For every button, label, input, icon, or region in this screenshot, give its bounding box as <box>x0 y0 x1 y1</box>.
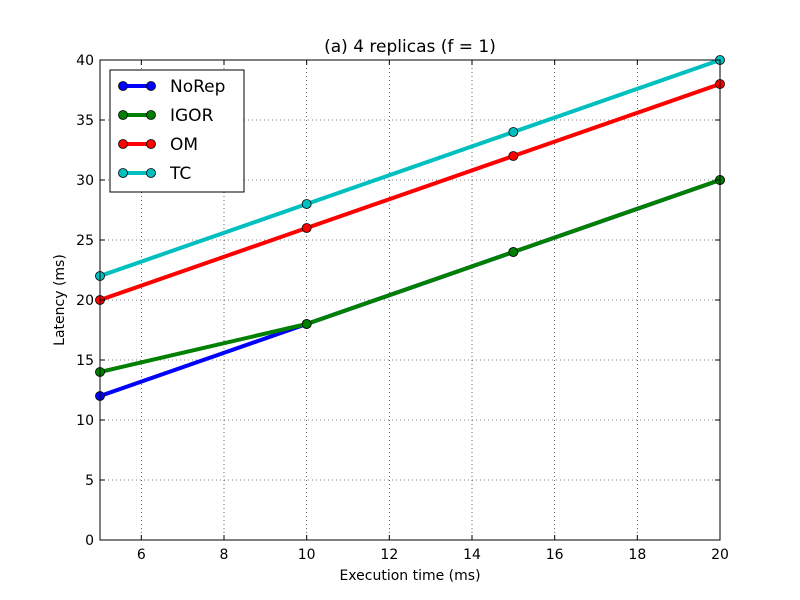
y-tick-label: 40 <box>76 53 94 69</box>
y-tick-label: 10 <box>76 413 94 429</box>
y-tick-label: 35 <box>76 113 94 129</box>
legend-label: NoRep <box>170 77 225 97</box>
x-axis-label: Execution time (ms) <box>339 568 480 584</box>
series-layer <box>95 55 725 401</box>
x-tick-label: 16 <box>546 547 564 563</box>
legend-entry-igor: IGOR <box>118 106 214 126</box>
legend-marker <box>118 81 128 91</box>
series-line <box>99 178 721 374</box>
data-point <box>301 223 312 233</box>
series-line <box>99 58 721 278</box>
y-tick-label: 15 <box>76 353 94 369</box>
legend-marker <box>146 168 156 178</box>
legend-entry-norep: NoRep <box>118 77 225 97</box>
legend-entry-om: OM <box>118 135 198 155</box>
legend-label: IGOR <box>170 106 214 126</box>
legend-marker <box>146 139 156 149</box>
legend-entry-tc: TC <box>118 164 191 184</box>
x-tick-label: 8 <box>220 547 229 563</box>
legend-marker <box>146 110 156 120</box>
data-point <box>508 247 519 257</box>
chart-title: (a) 4 replicas (f = 1) <box>324 37 496 57</box>
legend-label: TC <box>169 164 191 184</box>
x-tick-label: 12 <box>380 547 398 563</box>
x-tick-label: 10 <box>298 547 316 563</box>
series-tc <box>95 55 725 281</box>
x-tick-label: 18 <box>628 547 646 563</box>
legend-marker <box>118 139 128 149</box>
legend-label: OM <box>170 135 198 155</box>
y-tick-label: 5 <box>85 473 94 489</box>
y-tick-label: 0 <box>85 533 94 549</box>
x-tick-label: 6 <box>137 547 146 563</box>
y-axis-label: Latency (ms) <box>52 254 68 346</box>
y-tick-label: 25 <box>76 233 94 249</box>
x-tick-label: 14 <box>463 547 481 563</box>
y-tick-label: 20 <box>76 293 94 309</box>
legend: NoRep IGOR OM TC <box>109 69 245 193</box>
data-point <box>508 151 519 161</box>
axis-ticks: 6 8 10 12 14 16 18 20 0 5 10 15 20 25 30 35 40 <box>76 53 729 563</box>
y-tick-label: 30 <box>76 173 94 189</box>
series-line <box>99 82 721 302</box>
x-tick-label: 20 <box>711 547 729 563</box>
legend-marker <box>146 81 156 91</box>
data-point <box>301 199 312 209</box>
legend-marker <box>118 110 128 120</box>
data-point <box>301 319 312 329</box>
legend-marker <box>118 168 128 178</box>
data-point <box>508 127 519 137</box>
